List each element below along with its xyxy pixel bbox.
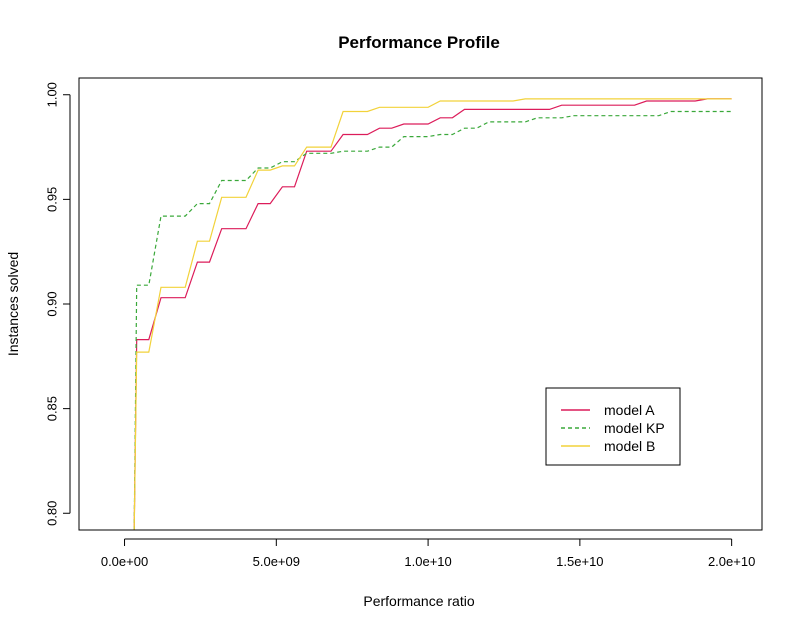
legend-label: model B xyxy=(604,438,655,454)
legend: model A model KP model B xyxy=(545,387,681,466)
x-tick-label: 1.0e+10 xyxy=(404,554,451,569)
legend-label: model KP xyxy=(604,420,665,436)
series-line-1 xyxy=(133,110,732,531)
legend-label: model A xyxy=(604,402,655,418)
x-tick-label: 0.0e+00 xyxy=(101,554,148,569)
legend-box xyxy=(545,387,681,466)
y-tick-label: 0.85 xyxy=(44,396,59,421)
series-line-2 xyxy=(133,98,732,531)
y-axis-label: Instances solved xyxy=(5,252,21,356)
x-axis-label: Performance ratio xyxy=(363,593,474,609)
x-tick-label: 1.5e+10 xyxy=(556,554,603,569)
y-tick-label: 1.00 xyxy=(44,82,59,107)
series-line-0 xyxy=(133,98,732,531)
plot-border xyxy=(78,77,763,531)
y-tick-label: 0.95 xyxy=(44,187,59,212)
y-tick-label: 0.80 xyxy=(44,501,59,526)
plot-area xyxy=(133,98,732,531)
x-tick-label: 5.0e+09 xyxy=(253,554,300,569)
x-axis: 0.0e+00 5.0e+09 1.0e+10 1.5e+10 2.0e+10 xyxy=(101,538,755,569)
y-axis: 0.80 0.85 0.90 0.95 1.00 xyxy=(44,82,71,526)
y-tick-label: 0.90 xyxy=(44,291,59,316)
x-tick-label: 2.0e+10 xyxy=(708,554,755,569)
chart-title: Performance Profile xyxy=(338,33,500,52)
